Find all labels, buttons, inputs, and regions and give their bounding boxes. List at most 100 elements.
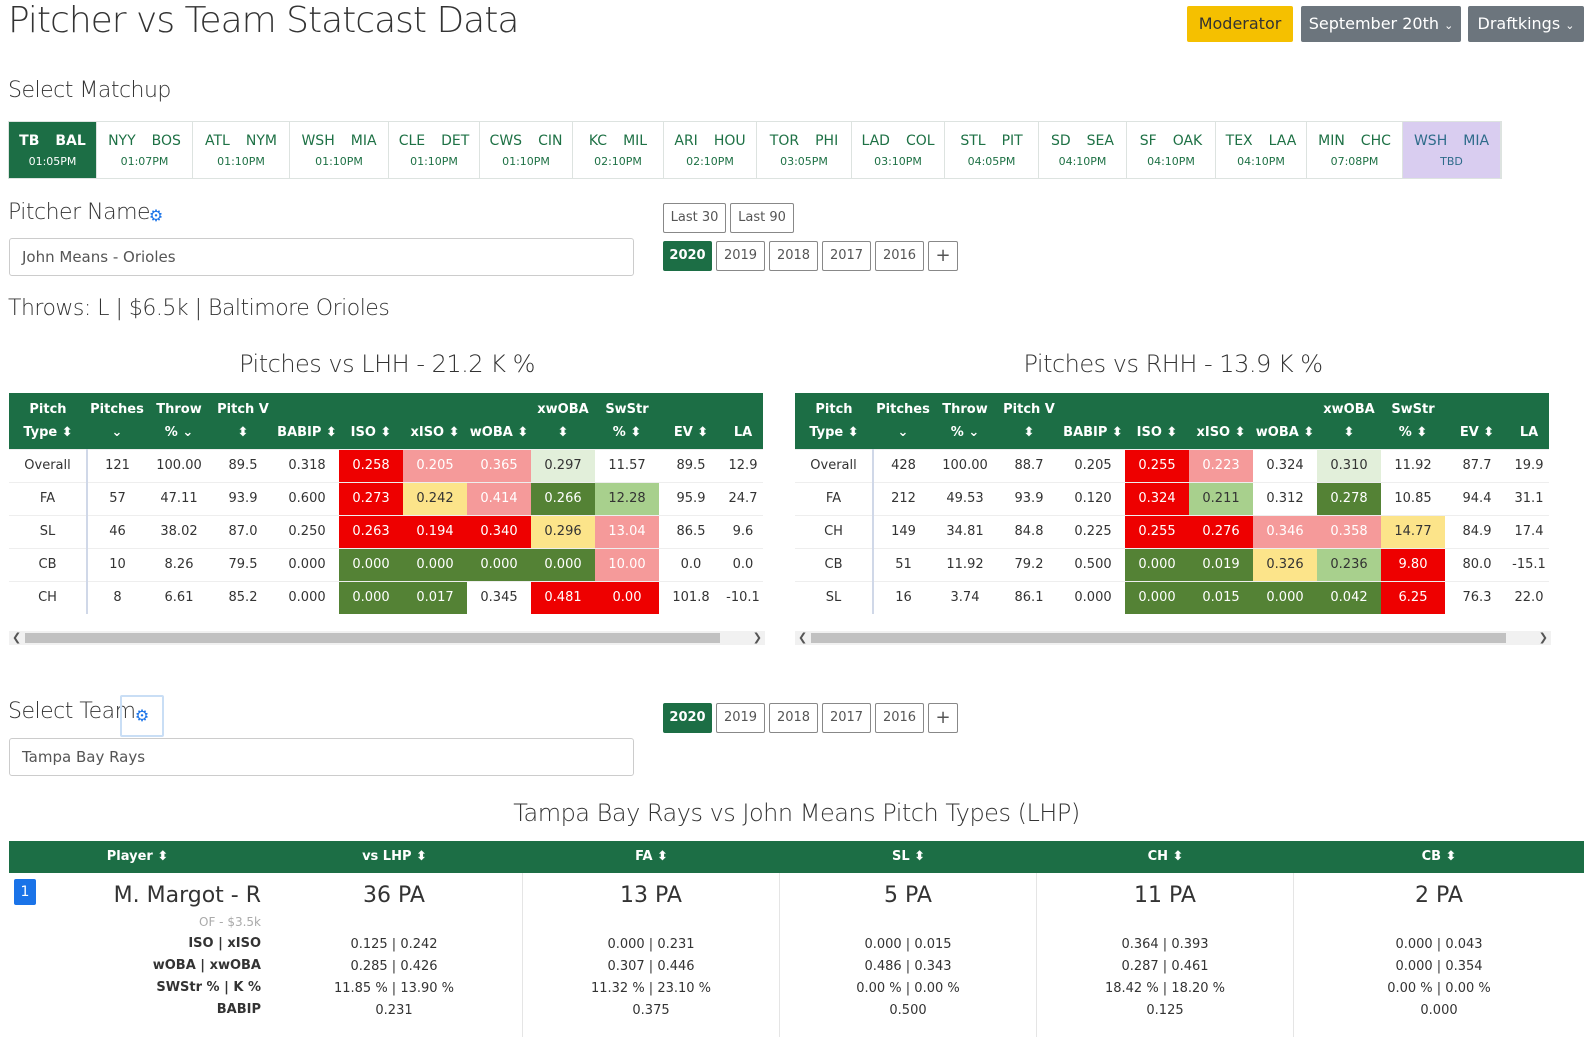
col-header[interactable]: BABIP ⬍: [1061, 393, 1125, 449]
scroll-right-icon[interactable]: ❯: [752, 631, 762, 644]
col-header[interactable]: xwOBA ⬍: [1317, 393, 1381, 449]
pitcher-year-2019[interactable]: 2019: [716, 241, 765, 271]
scroll-thumb[interactable]: [811, 633, 1506, 643]
matchup-wsh-mia[interactable]: WSH MIA 01:10PM: [290, 122, 389, 178]
pitcher-year-2020[interactable]: 2020: [663, 241, 712, 271]
scroll-left-icon[interactable]: ❮: [12, 631, 22, 644]
chevron-down-icon: ⌄: [1565, 19, 1575, 32]
col-header[interactable]: Throw% ⌄: [147, 393, 211, 449]
matchup-min-chc[interactable]: MIN CHC 07:08PM: [1307, 122, 1403, 178]
col-header[interactable]: xwOBA ⬍: [531, 393, 595, 449]
lhh-scrollbar[interactable]: ❮ ❯: [9, 631, 765, 645]
col-cb[interactable]: CB ⬍: [1421, 849, 1457, 864]
game-time: 04:10PM: [1237, 155, 1285, 168]
table-cell: 0.120: [1061, 481, 1125, 515]
col-header[interactable]: xISO ⬍: [403, 393, 467, 449]
team-year-2016[interactable]: 2016: [875, 703, 924, 733]
table-cell: 76.3: [1445, 580, 1509, 614]
last-30-button[interactable]: Last 30: [663, 203, 726, 233]
team-gear-button[interactable]: ⚙: [120, 695, 164, 737]
col-header[interactable]: LA: [1509, 393, 1549, 449]
pa-count: 36 PA: [363, 883, 425, 908]
col-fa[interactable]: FA ⬍: [635, 849, 668, 864]
col-header[interactable]: BABIP ⬍: [275, 393, 339, 449]
team-year-2018[interactable]: 2018: [769, 703, 818, 733]
pitcher-add-year-button[interactable]: +: [928, 241, 958, 271]
select-team-label: Select Team: [8, 699, 136, 724]
matchup-sf-oak[interactable]: SF OAK 04:10PM: [1127, 122, 1216, 178]
col-header[interactable]: Pitch V ⬍: [211, 393, 275, 449]
matchup-cle-det[interactable]: CLE DET 01:10PM: [389, 122, 480, 178]
team-home: BOS: [151, 133, 181, 149]
team-year-2020[interactable]: 2020: [663, 703, 712, 733]
col-header[interactable]: Pitch V ⬍: [997, 393, 1061, 449]
col-header[interactable]: EV ⬍: [659, 393, 723, 449]
col-player[interactable]: Player ⬍: [106, 849, 169, 864]
col-header[interactable]: EV ⬍: [1445, 393, 1509, 449]
matchup-tor-phi[interactable]: TOR PHI 03:05PM: [757, 122, 852, 178]
team-home: CIN: [538, 133, 563, 149]
stat-value: 0.00 % | 0.00 %: [1387, 981, 1491, 996]
col-header[interactable]: SwStr% ⬍: [595, 393, 659, 449]
col-header[interactable]: ISO ⬍: [1125, 393, 1189, 449]
matchup-wsh-mia[interactable]: WSH MIA TBD: [1403, 122, 1501, 178]
table-row: CH 149 34.81 84.8 0.225 0.255 0.276 0.346 0.358 1…: [795, 514, 1549, 548]
scroll-right-icon[interactable]: ❯: [1538, 631, 1548, 644]
scroll-left-icon[interactable]: ❮: [798, 631, 808, 644]
col-header[interactable]: Pitches ⌄: [87, 393, 147, 449]
team-home: MIA: [350, 133, 377, 149]
player-name[interactable]: M. Margot - R: [113, 883, 261, 908]
table-cell: 86.5: [659, 514, 723, 548]
last-90-button[interactable]: Last 90: [730, 203, 794, 233]
col-sl[interactable]: SL ⬍: [891, 849, 926, 864]
matchup-cws-cin[interactable]: CWS CIN 01:10PM: [480, 122, 573, 178]
table-cell: 9.80: [1381, 547, 1445, 581]
matchup-kc-mil[interactable]: KC MIL 02:10PM: [573, 122, 664, 178]
matchup-atl-nym[interactable]: ATL NYM 01:10PM: [193, 122, 290, 178]
pitcher-name-input[interactable]: John Means - Orioles: [9, 238, 634, 276]
table-row: M. Margot - R OF - $3.5k ISO | xISO wOBA…: [9, 873, 1584, 1037]
col-header[interactable]: LA: [723, 393, 763, 449]
team-home: LAA: [1268, 133, 1297, 149]
team-year-2017[interactable]: 2017: [822, 703, 871, 733]
table-cell: 88.7: [997, 448, 1061, 482]
pitcher-year-2018[interactable]: 2018: [769, 241, 818, 271]
game-time: TBD: [1440, 155, 1463, 168]
date-dropdown[interactable]: September 20th ⌄: [1301, 6, 1461, 42]
col-header[interactable]: Pitches ⌄: [873, 393, 933, 449]
col-header[interactable]: Throw% ⌄: [933, 393, 997, 449]
rhh-table-wrapper: Pitch Type ⬍ Pitches ⌄ Throw% ⌄ Pitch V ⬍ BABIP…: [795, 393, 1551, 623]
team-add-year-button[interactable]: +: [928, 703, 958, 733]
col-header[interactable]: ISO ⬍: [339, 393, 403, 449]
col-header[interactable]: wOBA ⬍: [467, 393, 531, 449]
col-vs-lhp[interactable]: vs LHP ⬍: [362, 849, 427, 864]
col-header[interactable]: xISO ⬍: [1189, 393, 1253, 449]
table-cell: 38.02: [147, 514, 211, 548]
pitcher-year-2016[interactable]: 2016: [875, 241, 924, 271]
rhh-scrollbar[interactable]: ❮ ❯: [795, 631, 1551, 645]
matchup-sd-sea[interactable]: SD SEA 04:10PM: [1039, 122, 1127, 178]
col-header[interactable]: Pitch Type ⬍: [795, 393, 873, 449]
team-input[interactable]: Tampa Bay Rays: [9, 738, 634, 776]
table-cell: 0.0: [723, 547, 763, 581]
table-cell: 0.205: [1061, 448, 1125, 482]
pitcher-year-2017[interactable]: 2017: [822, 241, 871, 271]
table-cell: SL: [9, 514, 88, 548]
site-dropdown[interactable]: Draftkings ⌄: [1468, 6, 1584, 42]
matchup-tb-bal[interactable]: TB BAL 01:05PM: [9, 122, 97, 178]
gear-icon[interactable]: ⚙: [134, 706, 150, 725]
matchup-nyy-bos[interactable]: NYY BOS 01:07PM: [97, 122, 193, 178]
matchup-ari-hou[interactable]: ARI HOU 02:10PM: [664, 122, 757, 178]
team-year-2019[interactable]: 2019: [716, 703, 765, 733]
matchup-tex-laa[interactable]: TEX LAA 04:10PM: [1216, 122, 1307, 178]
scroll-thumb[interactable]: [25, 633, 720, 643]
table-cell: 11.57: [595, 448, 659, 482]
col-ch[interactable]: CH ⬍: [1147, 849, 1184, 864]
moderator-button[interactable]: Moderator: [1187, 6, 1293, 42]
col-header[interactable]: Pitch Type ⬍: [9, 393, 87, 449]
matchup-lad-col[interactable]: LAD COL 03:10PM: [852, 122, 945, 178]
col-header[interactable]: wOBA ⬍: [1253, 393, 1317, 449]
gear-icon[interactable]: ⚙: [148, 206, 164, 225]
col-header[interactable]: SwStr% ⬍: [1381, 393, 1445, 449]
matchup-stl-pit[interactable]: STL PIT 04:05PM: [945, 122, 1039, 178]
